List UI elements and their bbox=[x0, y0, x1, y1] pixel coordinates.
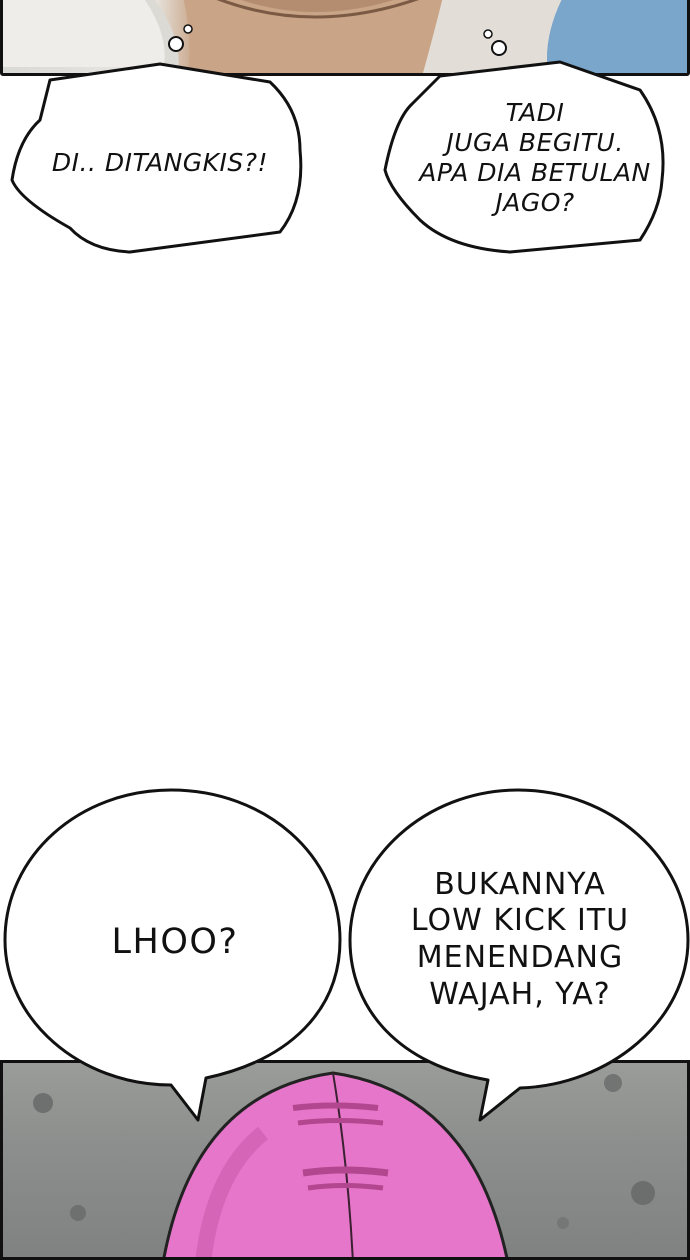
bubble-line: MENENDANG bbox=[416, 940, 624, 975]
bubble-line: WAJAH, YA? bbox=[429, 976, 611, 1012]
bottom-comic-panel bbox=[0, 1060, 690, 1260]
bubble-line: LOW KICK ITU bbox=[410, 903, 630, 939]
bubble-line: JAGO? bbox=[495, 188, 575, 217]
bubble-line: TADI bbox=[505, 98, 565, 127]
top-comic-panel bbox=[0, 0, 690, 76]
speech-bubble-right-bottom-text: BUKANNYA LOW KICK ITU MENENDANG WAJAH, Y… bbox=[380, 862, 660, 1018]
speech-bubble-right-top-text: TADI JUGA BEGITU. APA DIA BETULAN JAGO? bbox=[395, 80, 675, 236]
bubble-line: JUGA BEGITU. bbox=[446, 128, 624, 157]
speech-bubble-left-top-text: DI.. DITANGKIS?! bbox=[51, 148, 269, 177]
bubble-line: BUKANNYA bbox=[434, 866, 606, 902]
bubble-line: APA DIA BETULAN bbox=[419, 158, 651, 187]
speech-bubble-left-bottom-text: LHOO? bbox=[111, 922, 239, 962]
character-chin-artwork bbox=[3, 0, 687, 73]
